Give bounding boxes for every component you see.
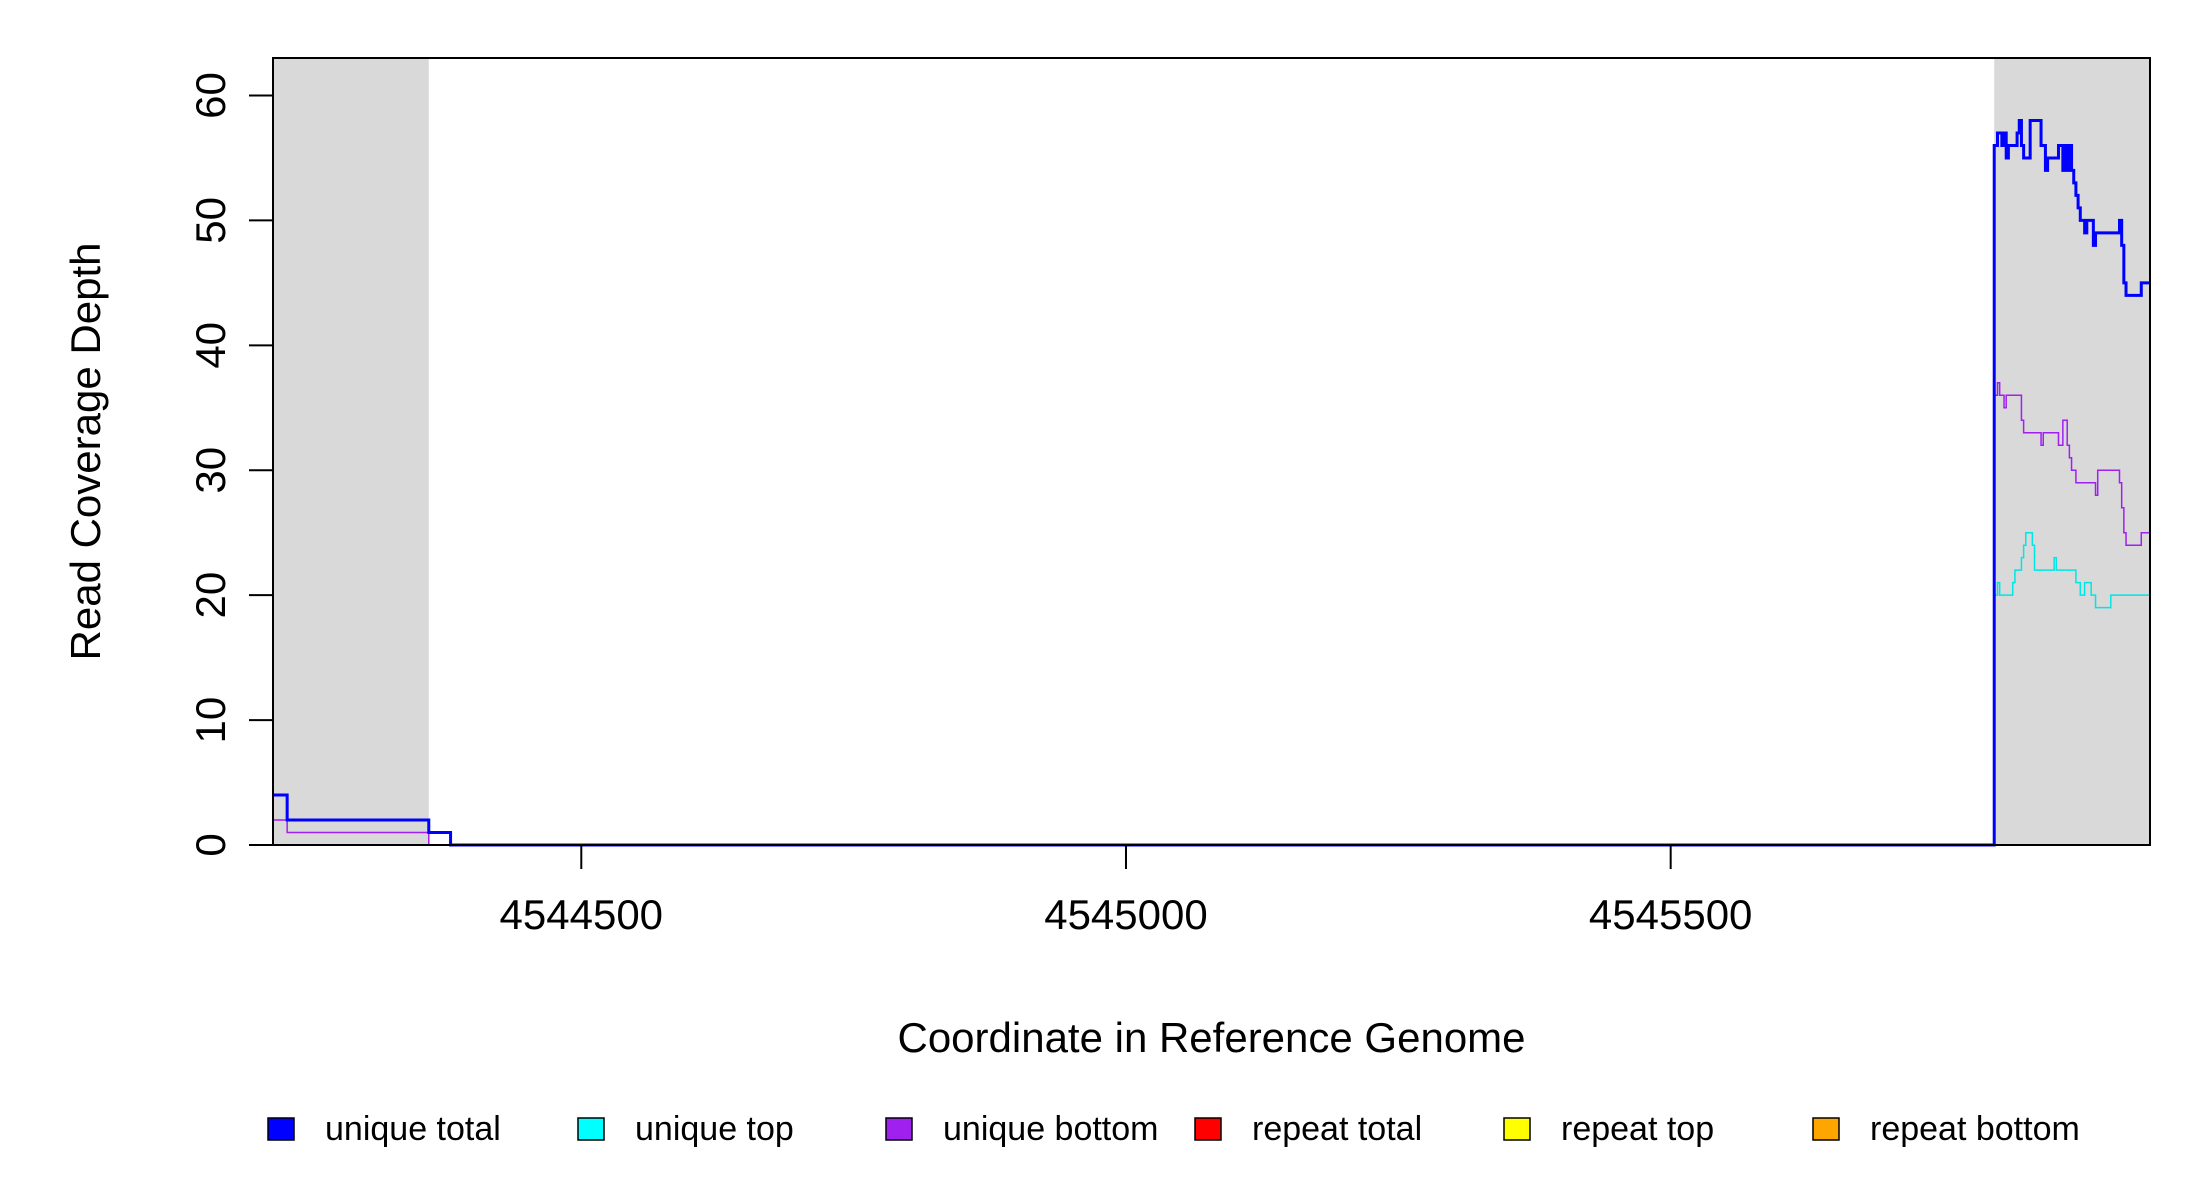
y-tick-label: 40 (187, 322, 234, 369)
shaded-region-1 (1994, 58, 2150, 845)
legend-swatch-unique-top (577, 1117, 605, 1141)
y-axis: 0 10 20 30 40 50 60 (187, 72, 273, 857)
legend-swatch-repeat-bottom (1812, 1117, 1840, 1141)
legend-swatch-repeat-total (1194, 1117, 1222, 1141)
y-tick-label: 0 (187, 833, 234, 856)
shaded-regions (273, 58, 2150, 845)
x-axis-label: Coordinate in Reference Genome (897, 1014, 1525, 1061)
series-line-unique-total (273, 118, 2150, 847)
legend-label-repeat-total: repeat total (1252, 1110, 1422, 1148)
x-tick-label: 4544500 (500, 891, 664, 938)
y-tick-label: 10 (187, 697, 234, 744)
legend-label-repeat-bottom: repeat bottom (1870, 1110, 2080, 1148)
y-tick-label: 60 (187, 72, 234, 119)
series-line-unique-top (273, 531, 2150, 846)
shaded-region-0 (273, 58, 429, 845)
legend-swatch-unique-bottom (885, 1117, 913, 1141)
x-tick-label: 4545500 (1589, 891, 1753, 938)
legend-label-repeat-top: repeat top (1561, 1110, 1714, 1148)
y-tick-label: 50 (187, 197, 234, 244)
legend-swatch-unique-total (267, 1117, 295, 1141)
x-tick-label: 4545000 (1044, 891, 1208, 938)
y-axis-label: Read Coverage Depth (62, 243, 109, 661)
series-line-unique-bottom (273, 382, 2150, 846)
legend: unique total unique top unique bottom repea… (267, 1110, 2080, 1148)
series-lines (273, 118, 2150, 847)
legend-swatch-repeat-top (1503, 1117, 1531, 1141)
legend-label-unique-bottom: unique bottom (943, 1110, 1159, 1148)
y-tick-label: 30 (187, 447, 234, 494)
legend-label-unique-total: unique total (325, 1110, 501, 1148)
x-axis: 4544500 4545000 4545500 (500, 845, 1753, 938)
plot-frame (272, 57, 2151, 846)
y-tick-label: 20 (187, 572, 234, 619)
legend-label-unique-top: unique top (635, 1110, 794, 1148)
